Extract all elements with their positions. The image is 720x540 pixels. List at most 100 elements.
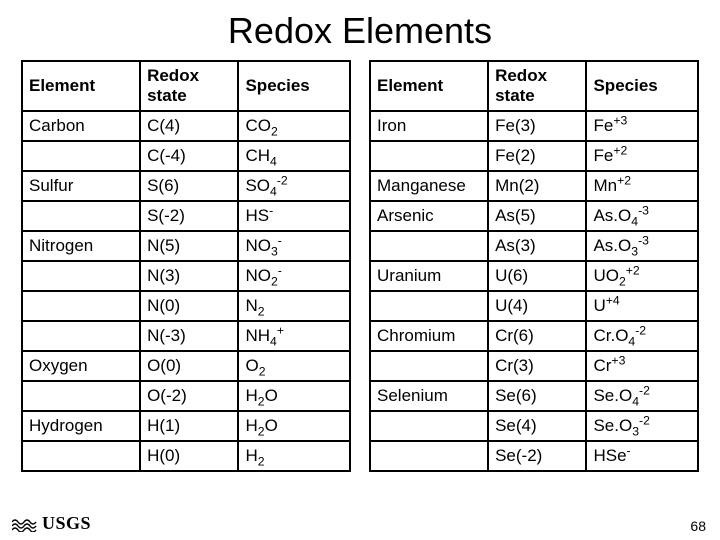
cell-species: Mn+2 [586, 171, 698, 201]
cell-redox-state: C(-4) [140, 141, 238, 171]
cell-redox-state: Fe(3) [488, 111, 586, 141]
page-number: 68 [690, 518, 706, 534]
cell-species: U+4 [586, 291, 698, 321]
right-table: Element Redox state Species IronFe(3)Fe+… [369, 60, 699, 472]
col-redox-state: Redox state [488, 61, 586, 111]
table-row: As(3)As.O3-3 [370, 231, 698, 261]
cell-element [22, 201, 140, 231]
cell-species: As.O4-3 [586, 201, 698, 231]
cell-element [370, 351, 488, 381]
table-row: Se(-2)HSe- [370, 441, 698, 471]
cell-species: Cr.O4-2 [586, 321, 698, 351]
col-element: Element [370, 61, 488, 111]
cell-element: Selenium [370, 381, 488, 411]
table-row: C(-4)CH4 [22, 141, 350, 171]
cell-element [370, 231, 488, 261]
table-row: S(-2)HS- [22, 201, 350, 231]
table-row: SulfurS(6)SO4-2 [22, 171, 350, 201]
wave-icon [12, 516, 38, 532]
cell-element: Uranium [370, 261, 488, 291]
cell-redox-state: Se(-2) [488, 441, 586, 471]
cell-redox-state: N(0) [140, 291, 238, 321]
cell-species: H2O [238, 411, 350, 441]
table-row: N(3)NO2- [22, 261, 350, 291]
usgs-text: USGS [42, 513, 91, 534]
table-row: N(0)N2 [22, 291, 350, 321]
cell-species: CH4 [238, 141, 350, 171]
cell-element [370, 141, 488, 171]
cell-redox-state: Se(4) [488, 411, 586, 441]
cell-element: Nitrogen [22, 231, 140, 261]
cell-species: Se.O3-2 [586, 411, 698, 441]
cell-redox-state: As(5) [488, 201, 586, 231]
table-row: HydrogenH(1)H2O [22, 411, 350, 441]
table-row: U(4)U+4 [370, 291, 698, 321]
cell-species: N2 [238, 291, 350, 321]
cell-redox-state: Fe(2) [488, 141, 586, 171]
table-header-row: Element Redox state Species [22, 61, 350, 111]
cell-element: Sulfur [22, 171, 140, 201]
col-redox-state: Redox state [140, 61, 238, 111]
cell-species: O2 [238, 351, 350, 381]
left-table: Element Redox state Species CarbonC(4)CO… [21, 60, 351, 472]
table-row: IronFe(3)Fe+3 [370, 111, 698, 141]
cell-species: UO2+2 [586, 261, 698, 291]
cell-species: Se.O4-2 [586, 381, 698, 411]
col-species: Species [586, 61, 698, 111]
col-element: Element [22, 61, 140, 111]
cell-element: Arsenic [370, 201, 488, 231]
col-species: Species [238, 61, 350, 111]
table-header-row: Element Redox state Species [370, 61, 698, 111]
table-row: ManganeseMn(2)Mn+2 [370, 171, 698, 201]
cell-species: Fe+2 [586, 141, 698, 171]
table-row: H(0)H2 [22, 441, 350, 471]
cell-redox-state: S(6) [140, 171, 238, 201]
cell-element: Hydrogen [22, 411, 140, 441]
usgs-logo: USGS [12, 513, 91, 534]
cell-redox-state: H(0) [140, 441, 238, 471]
tables-container: Element Redox state Species CarbonC(4)CO… [0, 60, 720, 472]
cell-redox-state: U(6) [488, 261, 586, 291]
cell-redox-state: O(0) [140, 351, 238, 381]
cell-redox-state: S(-2) [140, 201, 238, 231]
cell-species: HSe- [586, 441, 698, 471]
cell-element [22, 261, 140, 291]
table-row: Fe(2)Fe+2 [370, 141, 698, 171]
cell-element: Iron [370, 111, 488, 141]
cell-species: HS- [238, 201, 350, 231]
cell-redox-state: O(-2) [140, 381, 238, 411]
cell-species: As.O3-3 [586, 231, 698, 261]
table-row: Cr(3)Cr+3 [370, 351, 698, 381]
cell-species: NH4+ [238, 321, 350, 351]
cell-element [370, 291, 488, 321]
table-row: Se(4)Se.O3-2 [370, 411, 698, 441]
cell-species: NO3- [238, 231, 350, 261]
table-row: O(-2)H2O [22, 381, 350, 411]
table-row: CarbonC(4)CO2 [22, 111, 350, 141]
cell-redox-state: Se(6) [488, 381, 586, 411]
table-row: N(-3)NH4+ [22, 321, 350, 351]
table-row: NitrogenN(5)NO3- [22, 231, 350, 261]
cell-element: Carbon [22, 111, 140, 141]
page-title: Redox Elements [0, 0, 720, 60]
cell-element [22, 321, 140, 351]
cell-element [22, 441, 140, 471]
table-row: SeleniumSe(6)Se.O4-2 [370, 381, 698, 411]
cell-species: Fe+3 [586, 111, 698, 141]
cell-species: H2O [238, 381, 350, 411]
cell-element [22, 381, 140, 411]
cell-element [370, 411, 488, 441]
cell-species: Cr+3 [586, 351, 698, 381]
table-row: ChromiumCr(6)Cr.O4-2 [370, 321, 698, 351]
cell-redox-state: H(1) [140, 411, 238, 441]
cell-element: Manganese [370, 171, 488, 201]
table-row: ArsenicAs(5)As.O4-3 [370, 201, 698, 231]
table-row: OxygenO(0)O2 [22, 351, 350, 381]
cell-redox-state: N(5) [140, 231, 238, 261]
cell-redox-state: As(3) [488, 231, 586, 261]
cell-redox-state: Cr(3) [488, 351, 586, 381]
table-row: UraniumU(6)UO2+2 [370, 261, 698, 291]
cell-redox-state: N(-3) [140, 321, 238, 351]
cell-redox-state: N(3) [140, 261, 238, 291]
cell-redox-state: Mn(2) [488, 171, 586, 201]
